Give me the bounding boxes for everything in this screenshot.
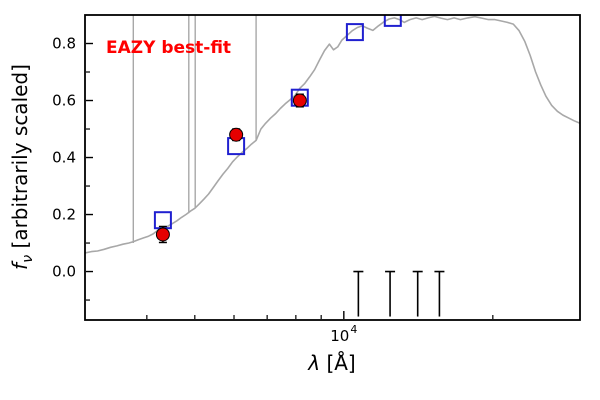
observed-photometry-marker bbox=[155, 225, 170, 244]
upper-limit-marker bbox=[353, 270, 364, 317]
spectrum-layer bbox=[85, 15, 580, 254]
y-tick-label: 0.8 bbox=[52, 35, 76, 53]
y-tick-label: 0.4 bbox=[52, 149, 76, 167]
x-axis-unit: [Å] bbox=[320, 351, 356, 375]
upper-limit-marker bbox=[385, 270, 396, 317]
model-photometry-marker bbox=[345, 23, 364, 42]
y-axis-label: fν [arbitrarily scaled] bbox=[8, 64, 36, 270]
y-tick-label: 0.2 bbox=[52, 206, 76, 224]
x-tick-label: 10 bbox=[330, 327, 349, 345]
y-tick-label: 0.6 bbox=[52, 92, 76, 110]
annotation-eazy-best-fit: EAZY best-fit bbox=[106, 38, 232, 58]
y-axis-unit: [arbitrarily scaled] bbox=[8, 64, 32, 255]
y-tick-label: 0.0 bbox=[52, 263, 76, 281]
upper-limit-marker bbox=[434, 270, 445, 317]
x-tick-exponent: 4 bbox=[350, 323, 357, 336]
y-axis-symbol: f bbox=[8, 262, 32, 270]
x-axis-label: λ [Å] bbox=[308, 351, 356, 375]
observed-photometry-marker bbox=[292, 93, 307, 108]
y-axis-subscript: ν bbox=[20, 254, 36, 263]
model-photometry-marker bbox=[383, 15, 402, 27]
model-spectrum-curve bbox=[85, 15, 580, 254]
upper-limit-marker bbox=[412, 270, 423, 317]
observed-photometry-marker bbox=[229, 127, 244, 142]
plot-frame bbox=[84, 14, 581, 321]
x-axis-symbol: λ bbox=[308, 351, 321, 375]
